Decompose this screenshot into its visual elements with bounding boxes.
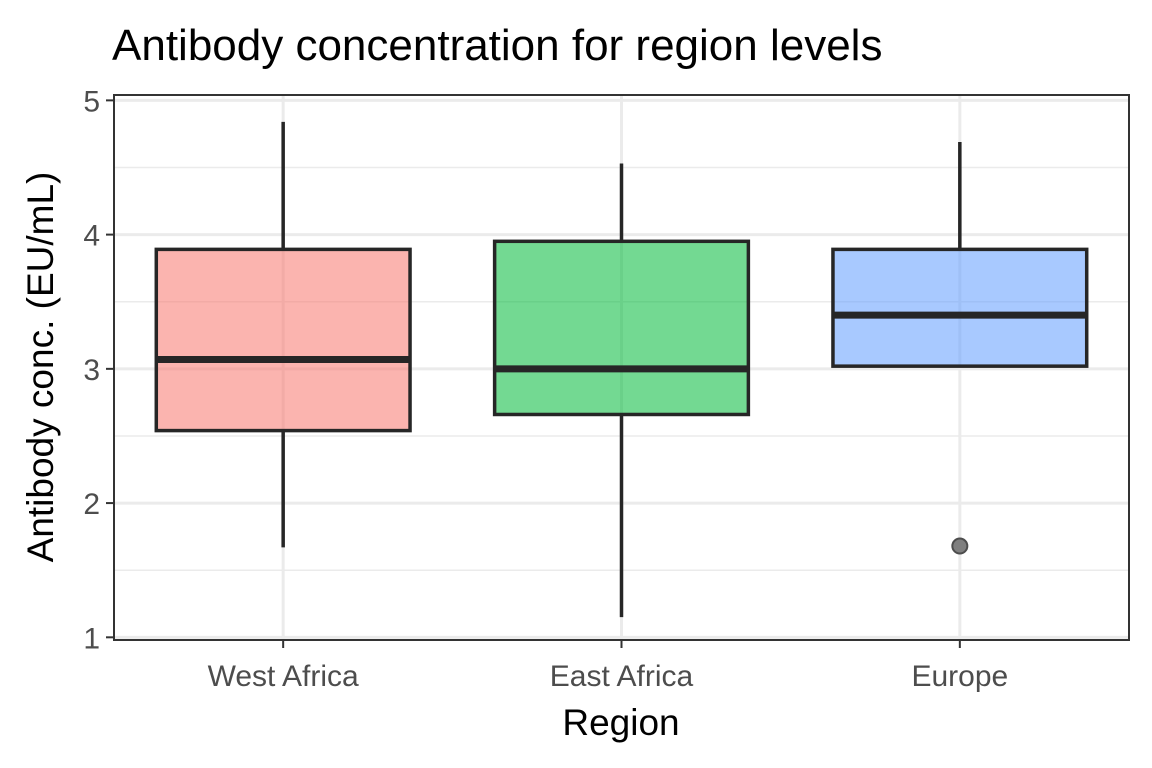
y-tick-label: 5 xyxy=(83,85,100,118)
chart-title: Antibody concentration for region levels xyxy=(112,21,882,70)
box-body xyxy=(154,247,412,433)
x-axis: West Africa East Africa Europe xyxy=(208,640,1008,693)
box-3 xyxy=(831,141,1089,555)
x-tick-label: East Africa xyxy=(550,660,694,693)
y-tick-label: 1 xyxy=(83,622,100,655)
x-tick-label: West Africa xyxy=(208,660,359,693)
box-body xyxy=(492,239,751,417)
y-tick-label: 2 xyxy=(83,488,100,521)
outlier-point xyxy=(951,537,969,555)
y-axis-title: Antibody conc. (EU/mL) xyxy=(20,172,61,563)
box-body xyxy=(831,247,1089,368)
y-axis: 1 2 3 4 5 xyxy=(83,85,114,655)
y-tick-label: 4 xyxy=(83,220,100,253)
y-tick-label: 3 xyxy=(83,354,100,387)
box-1 xyxy=(154,121,412,548)
x-tick-label: Europe xyxy=(911,660,1008,693)
box-group xyxy=(154,121,1089,618)
box-2 xyxy=(492,163,751,618)
x-axis-title: Region xyxy=(562,702,679,743)
